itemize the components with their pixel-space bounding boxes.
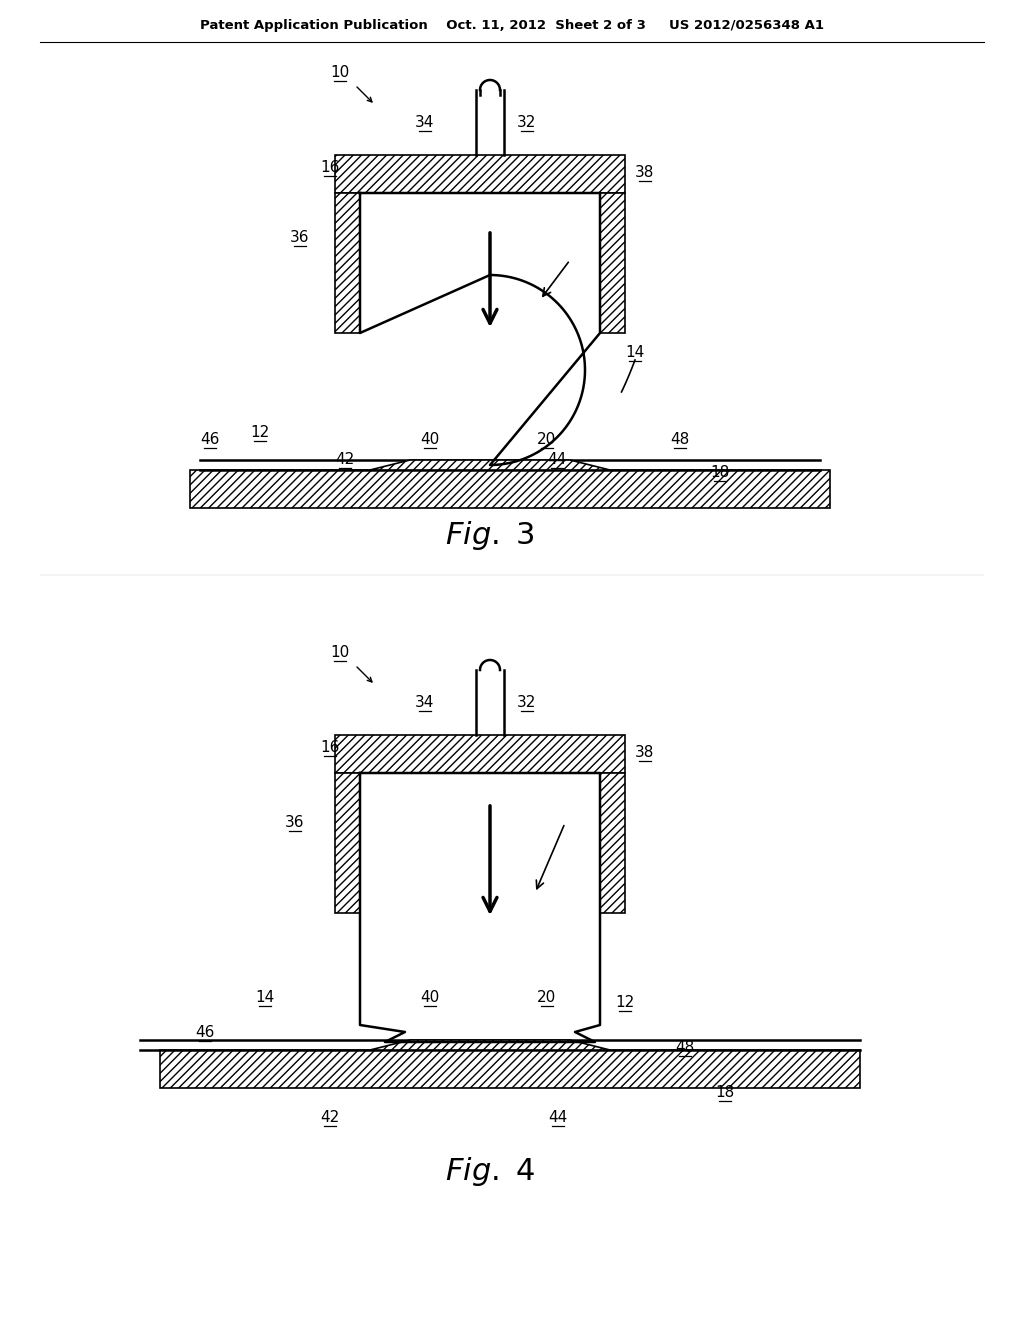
Text: $\mathit{Fig.\ 4}$: $\mathit{Fig.\ 4}$ [444,1155,536,1188]
Bar [600,193,625,333]
Text: 40: 40 [421,990,439,1005]
Bar [335,774,360,913]
Bar [190,470,830,508]
Text: 12: 12 [251,425,269,440]
Bar [600,774,625,913]
Text: 20: 20 [538,990,557,1005]
Polygon shape [370,459,610,470]
Text: 46: 46 [196,1026,215,1040]
Text: $\mathit{Fig.\ 3}$: $\mathit{Fig.\ 3}$ [445,519,535,552]
Bar [160,1049,860,1088]
Text: Patent Application Publication    Oct. 11, 2012  Sheet 2 of 3     US 2012/025634: Patent Application Publication Oct. 11, … [200,18,824,32]
Bar [335,774,360,913]
Text: 18: 18 [716,1085,734,1100]
Text: 40: 40 [421,432,439,447]
Text: 42: 42 [336,451,354,467]
Text: 44: 44 [548,451,566,467]
Bar [335,193,360,333]
Text: 38: 38 [635,744,654,760]
Text: 48: 48 [671,432,689,447]
Text: 16: 16 [321,160,340,176]
Text: 34: 34 [416,115,434,129]
Text: 20: 20 [538,432,557,447]
Bar [335,193,360,333]
Polygon shape [360,193,600,465]
Text: 36: 36 [290,230,309,246]
Text: 48: 48 [676,1040,694,1055]
Polygon shape [370,1040,610,1049]
Text: 34: 34 [416,696,434,710]
Bar [335,154,625,193]
Bar [335,735,625,774]
Text: 32: 32 [517,115,537,129]
Text: 14: 14 [255,990,274,1005]
Text: 16: 16 [321,741,340,755]
Text: 38: 38 [635,165,654,180]
Text: 10: 10 [331,65,349,81]
Polygon shape [360,774,600,1041]
Text: 36: 36 [286,814,305,830]
Text: 32: 32 [517,696,537,710]
Bar [600,193,625,333]
Bar [600,774,625,913]
Bar [190,470,830,508]
Text: 14: 14 [626,345,645,360]
Bar [335,735,625,774]
Text: 46: 46 [201,432,220,447]
Text: 42: 42 [321,1110,340,1125]
Text: 10: 10 [331,645,349,660]
Text: 12: 12 [615,995,635,1010]
Text: 44: 44 [549,1110,567,1125]
Bar [160,1049,860,1088]
Bar [335,154,625,193]
Text: 18: 18 [711,465,730,480]
